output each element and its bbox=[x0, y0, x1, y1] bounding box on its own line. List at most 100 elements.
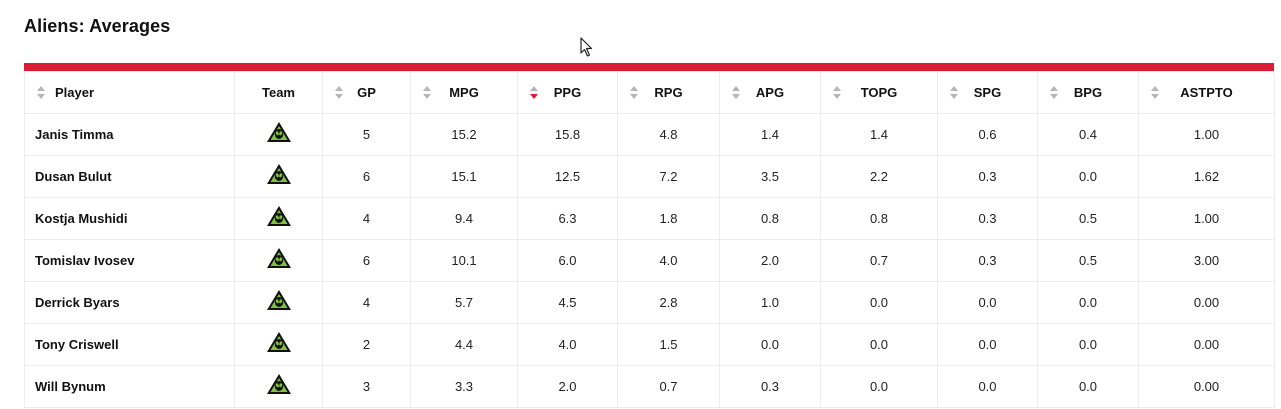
column-header-gp[interactable]: GP bbox=[322, 71, 411, 114]
stat-ppg: 4.0 bbox=[517, 323, 618, 366]
stat-bpg: 0.5 bbox=[1037, 239, 1139, 282]
team-cell bbox=[234, 239, 323, 282]
column-header-apg[interactable]: APG bbox=[719, 71, 821, 114]
stat-ppg: 6.3 bbox=[517, 197, 618, 240]
team-cell bbox=[234, 113, 323, 156]
player-name[interactable]: Derrick Byars bbox=[24, 281, 235, 324]
stat-bpg: 0.5 bbox=[1037, 197, 1139, 240]
table-body: Janis Timma 5 15.2 15.8 4.8 1.4 1.4 0.6 0.4 1.00… bbox=[24, 113, 1275, 408]
stat-bpg: 0.0 bbox=[1037, 323, 1139, 366]
stat-spg: 0.0 bbox=[937, 365, 1038, 408]
stat-mpg: 10.1 bbox=[410, 239, 518, 282]
stat-topg: 2.2 bbox=[820, 155, 938, 198]
player-name[interactable]: Dusan Bulut bbox=[24, 155, 235, 198]
stat-apg: 3.5 bbox=[719, 155, 821, 198]
stat-rpg: 0.7 bbox=[617, 365, 720, 408]
stat-mpg: 3.3 bbox=[410, 365, 518, 408]
team-cell bbox=[234, 365, 323, 408]
table-accent-bar bbox=[24, 63, 1274, 71]
stat-rpg: 1.8 bbox=[617, 197, 720, 240]
stat-apg: 2.0 bbox=[719, 239, 821, 282]
column-header-bpg[interactable]: BPG bbox=[1037, 71, 1139, 114]
stat-ppg: 12.5 bbox=[517, 155, 618, 198]
sort-arrows-icon[interactable] bbox=[530, 85, 539, 100]
column-header-topg[interactable]: TOPG bbox=[820, 71, 938, 114]
column-header-label: Team bbox=[262, 85, 295, 100]
stat-gp: 5 bbox=[322, 113, 411, 156]
column-header-rpg[interactable]: RPG bbox=[617, 71, 720, 114]
stat-gp: 3 bbox=[322, 365, 411, 408]
player-name[interactable]: Kostja Mushidi bbox=[24, 197, 235, 240]
stat-spg: 0.6 bbox=[937, 113, 1038, 156]
stat-rpg: 1.5 bbox=[617, 323, 720, 366]
stat-mpg: 15.1 bbox=[410, 155, 518, 198]
player-name[interactable]: Tomislav Ivosev bbox=[24, 239, 235, 282]
column-header-label: APG bbox=[755, 85, 785, 100]
stat-rpg: 7.2 bbox=[617, 155, 720, 198]
stat-topg: 0.8 bbox=[820, 197, 938, 240]
stat-ppg: 2.0 bbox=[517, 365, 618, 408]
column-header-player[interactable]: Player bbox=[24, 71, 235, 114]
stat-spg: 0.3 bbox=[937, 197, 1038, 240]
sort-arrows-icon[interactable] bbox=[335, 85, 344, 100]
sort-arrows-icon[interactable] bbox=[423, 85, 432, 100]
table-row: Will Bynum 3 3.3 2.0 0.7 0.3 0.0 0.0 0.0 0.00 bbox=[24, 365, 1275, 408]
aliens-logo-icon bbox=[266, 289, 291, 310]
player-name[interactable]: Janis Timma bbox=[24, 113, 235, 156]
table-row: Tony Criswell 2 4.4 4.0 1.5 0.0 0.0 0.0 0.0 0.00 bbox=[24, 323, 1275, 366]
column-header-label: SPG bbox=[973, 85, 1002, 100]
table-row: Tomislav Ivosev 6 10.1 6.0 4.0 2.0 0.7 0.3 0.5 3… bbox=[24, 239, 1275, 282]
stat-bpg: 0.0 bbox=[1037, 365, 1139, 408]
stat-rpg: 4.0 bbox=[617, 239, 720, 282]
player-name[interactable]: Will Bynum bbox=[24, 365, 235, 408]
stat-apg: 0.3 bbox=[719, 365, 821, 408]
stat-apg: 0.8 bbox=[719, 197, 821, 240]
stat-rpg: 2.8 bbox=[617, 281, 720, 324]
team-cell bbox=[234, 281, 323, 324]
sort-arrows-icon[interactable] bbox=[1050, 85, 1059, 100]
table-header-row: Player Team GP MPG PPG RPG APG TOPG SPG BPG ASTPTO bbox=[24, 71, 1275, 114]
column-header-mpg[interactable]: MPG bbox=[410, 71, 518, 114]
stat-astpto: 1.00 bbox=[1138, 197, 1275, 240]
sort-arrows-icon[interactable] bbox=[630, 85, 639, 100]
table-row: Dusan Bulut 6 15.1 12.5 7.2 3.5 2.2 0.3 0.0 1.62 bbox=[24, 155, 1275, 198]
stat-gp: 4 bbox=[322, 197, 411, 240]
aliens-logo-icon bbox=[266, 205, 291, 226]
column-header-label: MPG bbox=[449, 85, 479, 100]
stat-spg: 0.3 bbox=[937, 239, 1038, 282]
aliens-logo-icon bbox=[266, 331, 291, 352]
stat-mpg: 15.2 bbox=[410, 113, 518, 156]
column-header-label: RPG bbox=[654, 85, 683, 100]
stat-gp: 2 bbox=[322, 323, 411, 366]
stat-mpg: 9.4 bbox=[410, 197, 518, 240]
page-title: Aliens: Averages bbox=[24, 16, 171, 36]
sort-arrows-icon[interactable] bbox=[1151, 85, 1160, 100]
stat-astpto: 0.00 bbox=[1138, 323, 1275, 366]
stat-topg: 0.0 bbox=[820, 323, 938, 366]
column-header-spg[interactable]: SPG bbox=[937, 71, 1038, 114]
sort-arrows-icon[interactable] bbox=[950, 85, 959, 100]
column-header-label: ASTPTO bbox=[1180, 85, 1233, 100]
column-header-label: PPG bbox=[553, 85, 582, 100]
player-name[interactable]: Tony Criswell bbox=[24, 323, 235, 366]
column-header-astpto[interactable]: ASTPTO bbox=[1138, 71, 1275, 114]
stat-topg: 0.7 bbox=[820, 239, 938, 282]
column-header-label: Player bbox=[55, 85, 95, 100]
stat-astpto: 0.00 bbox=[1138, 281, 1275, 324]
stat-topg: 0.0 bbox=[820, 365, 938, 408]
sort-arrows-icon[interactable] bbox=[833, 85, 842, 100]
stat-gp: 4 bbox=[322, 281, 411, 324]
column-header-label: BPG bbox=[1073, 85, 1103, 100]
column-header-ppg[interactable]: PPG bbox=[517, 71, 618, 114]
sort-arrows-icon[interactable] bbox=[732, 85, 741, 100]
stat-ppg: 15.8 bbox=[517, 113, 618, 156]
stat-bpg: 0.4 bbox=[1037, 113, 1139, 156]
stat-apg: 0.0 bbox=[719, 323, 821, 366]
stat-astpto: 3.00 bbox=[1138, 239, 1275, 282]
sort-arrows-icon[interactable] bbox=[37, 85, 46, 100]
aliens-logo-icon bbox=[266, 121, 291, 142]
stat-ppg: 6.0 bbox=[517, 239, 618, 282]
stat-astpto: 1.62 bbox=[1138, 155, 1275, 198]
stat-astpto: 0.00 bbox=[1138, 365, 1275, 408]
aliens-logo-icon bbox=[266, 373, 291, 394]
